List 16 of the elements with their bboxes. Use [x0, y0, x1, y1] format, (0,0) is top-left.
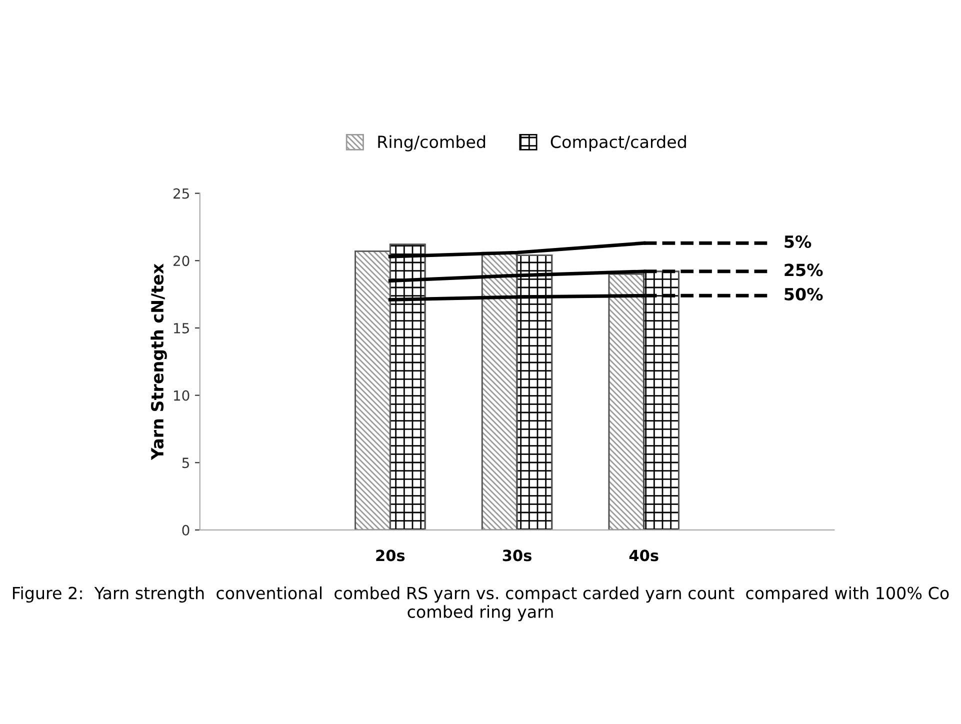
legend-label: Ring/combed — [378, 135, 486, 152]
y-axis-title: Yarn Strength cN/tex — [150, 264, 167, 460]
x-tick-label: 40s — [629, 550, 658, 562]
series-label: 25% — [784, 264, 823, 276]
legend-label: Compact/carded — [550, 135, 686, 152]
series-label: 5% — [784, 235, 812, 248]
y-tick-label: 15 — [174, 323, 189, 334]
y-tick-label: 0 — [182, 524, 190, 536]
y-tick-label: 25 — [174, 188, 189, 199]
y-tick-label: 20 — [174, 256, 190, 266]
y-tick-label: 5 — [182, 458, 189, 468]
series-label: 50% — [784, 288, 823, 300]
x-tick-label: 20s — [376, 550, 405, 562]
y-tick-label: 10 — [174, 390, 190, 401]
caption: Figure 2: Yarn strength conventional combed RS yarn vs. compact carded yarn count compared with 100% Co combed ring yarn — [13, 586, 949, 622]
x-tick-label: 30s — [502, 550, 532, 562]
